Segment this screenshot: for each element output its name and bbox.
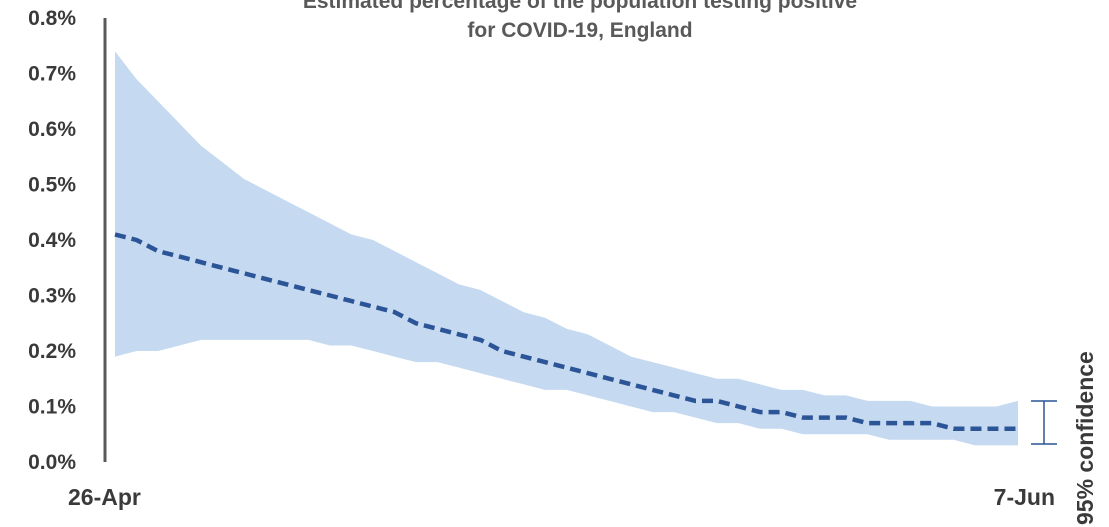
y-tick-label: 0.6% bbox=[28, 118, 76, 141]
estimate-line bbox=[114, 232, 1018, 431]
y-tick-label: 0.7% bbox=[28, 63, 76, 86]
confidence-band bbox=[115, 51, 1018, 446]
y-tick-label: 0.5% bbox=[28, 174, 76, 197]
ci-legend-label: 95% confidence bbox=[1072, 351, 1098, 525]
y-tick-label: 0.0% bbox=[28, 451, 76, 474]
chart-title: Estimated percentage of the population t… bbox=[303, 0, 857, 42]
y-tick-label: 0.3% bbox=[28, 285, 76, 308]
chart-title-line-2: for COVID-19, England bbox=[467, 19, 692, 42]
y-tick-label: 0.1% bbox=[28, 396, 76, 419]
confidence-interval-legend: 95% confidence bbox=[1031, 351, 1098, 525]
y-tick-label: 0.2% bbox=[28, 340, 76, 363]
y-tick-label: 0.4% bbox=[28, 229, 76, 252]
x-tick-label-start: 26-Apr bbox=[68, 484, 141, 510]
chart-title-line-1: Estimated percentage of the population t… bbox=[303, 0, 857, 13]
confidence-band-layer bbox=[115, 51, 1018, 446]
y-tick-label: 0.8% bbox=[28, 7, 76, 30]
y-tick-labels: 0.0% 0.1% 0.2% 0.3% 0.4% 0.5% 0.6% 0.7% 0.8% bbox=[28, 7, 76, 474]
estimate-line-layer bbox=[114, 232, 1018, 431]
x-tick-label-end: 7-Jun bbox=[994, 484, 1055, 510]
